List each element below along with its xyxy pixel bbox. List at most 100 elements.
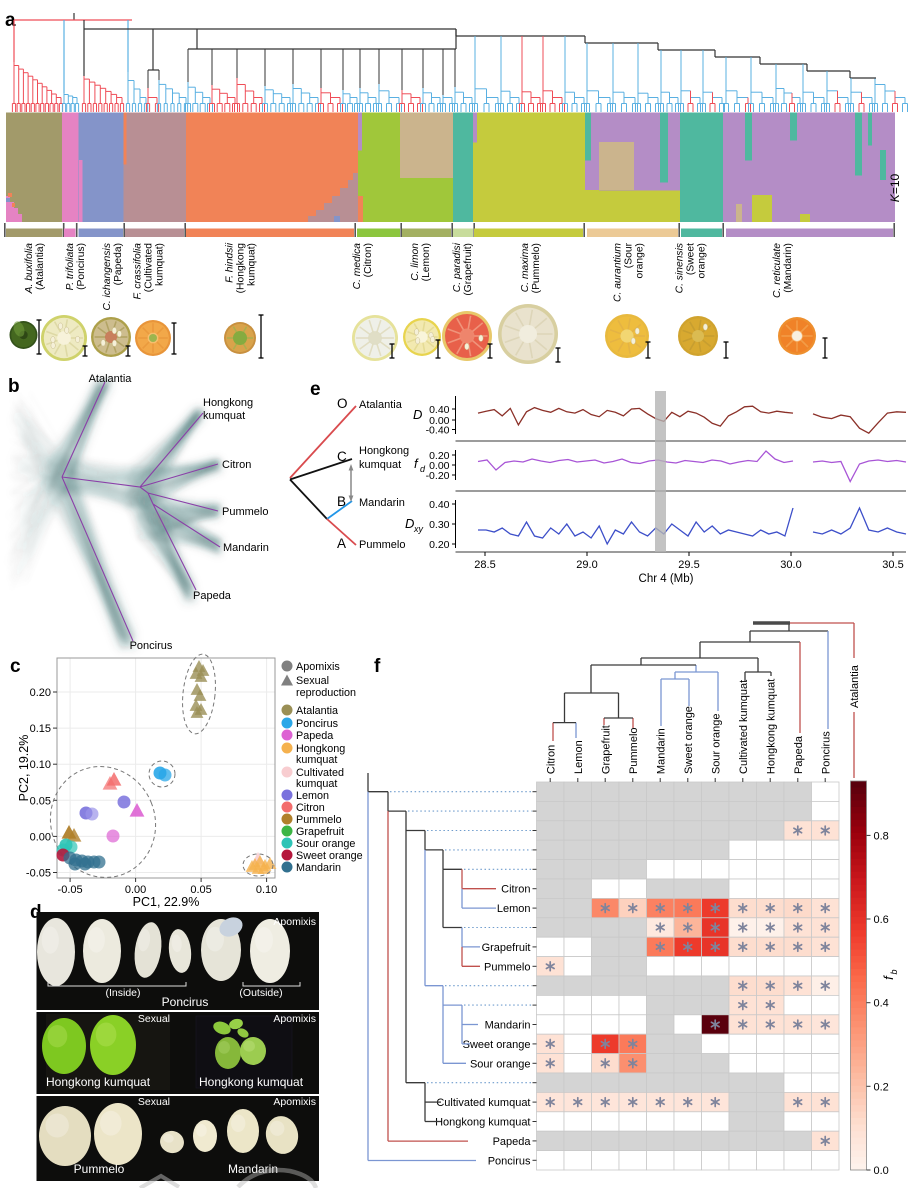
svg-text:f: f bbox=[414, 456, 419, 471]
svg-text:Mandarin: Mandarin bbox=[223, 542, 269, 554]
svg-text:Poncirus: Poncirus bbox=[296, 718, 339, 730]
svg-text:PC1, 22.9%: PC1, 22.9% bbox=[133, 895, 200, 909]
svg-text:0.10: 0.10 bbox=[30, 759, 51, 771]
svg-text:Atalantia: Atalantia bbox=[89, 373, 133, 385]
svg-text:Sour orange: Sour orange bbox=[470, 1058, 531, 1070]
svg-text:-0.05: -0.05 bbox=[26, 868, 51, 880]
svg-text:Atalantia: Atalantia bbox=[849, 664, 861, 708]
svg-text:Poncirus: Poncirus bbox=[130, 640, 173, 652]
svg-text:kumquat: kumquat bbox=[296, 754, 337, 766]
svg-text:0.00: 0.00 bbox=[30, 831, 51, 843]
svg-text:0.6: 0.6 bbox=[874, 914, 889, 926]
svg-text:0.05: 0.05 bbox=[30, 795, 51, 807]
svg-text:0.00: 0.00 bbox=[429, 460, 450, 472]
svg-text:Hongkong: Hongkong bbox=[296, 743, 345, 755]
svg-text:Hongkong kumquat: Hongkong kumquat bbox=[46, 1075, 151, 1089]
svg-text:F. hindsii: F. hindsii bbox=[225, 242, 236, 283]
svg-text:f: f bbox=[374, 656, 381, 677]
svg-text:0.15: 0.15 bbox=[30, 723, 51, 735]
svg-text:Atalantia: Atalantia bbox=[296, 705, 338, 717]
svg-text:(Papeda): (Papeda) bbox=[113, 243, 124, 285]
svg-text:Pummelo: Pummelo bbox=[484, 961, 530, 973]
svg-text:orange): orange) bbox=[635, 243, 646, 279]
svg-text:Papeda: Papeda bbox=[793, 735, 805, 774]
svg-text:D: D bbox=[413, 407, 422, 422]
svg-text:Papeda: Papeda bbox=[193, 590, 232, 602]
svg-text:Sweet orange: Sweet orange bbox=[463, 1039, 531, 1051]
svg-text:(Lemon): (Lemon) bbox=[421, 243, 432, 281]
svg-text:0.20: 0.20 bbox=[30, 687, 51, 699]
svg-text:C. reticulate: C. reticulate bbox=[772, 243, 783, 298]
svg-text:(Mandarin): (Mandarin) bbox=[783, 243, 794, 293]
svg-text:Citron: Citron bbox=[296, 802, 325, 814]
svg-text:30.5: 30.5 bbox=[882, 559, 903, 571]
svg-text:D: D bbox=[405, 516, 414, 531]
svg-text:Atalantia: Atalantia bbox=[359, 399, 403, 411]
svg-text:Hongkong kumquat: Hongkong kumquat bbox=[199, 1075, 304, 1089]
svg-text:0.40: 0.40 bbox=[429, 499, 450, 511]
svg-text:kumquat: kumquat bbox=[203, 410, 245, 422]
svg-text:C. paradisi: C. paradisi bbox=[452, 242, 463, 292]
svg-text:kumquat): kumquat) bbox=[155, 243, 166, 286]
svg-text:-0.20: -0.20 bbox=[426, 470, 450, 482]
svg-text:Grapefruit: Grapefruit bbox=[482, 942, 531, 954]
svg-text:Apomixis: Apomixis bbox=[273, 1013, 316, 1025]
svg-text:Sexual: Sexual bbox=[138, 1013, 170, 1025]
svg-text:kumquat: kumquat bbox=[359, 459, 401, 471]
svg-text:kumquat: kumquat bbox=[296, 778, 337, 790]
svg-text:xy: xy bbox=[413, 524, 424, 534]
svg-text:Citron: Citron bbox=[545, 745, 557, 774]
svg-text:Poncirus: Poncirus bbox=[162, 995, 209, 1009]
svg-text:d: d bbox=[420, 464, 426, 474]
svg-text:Sweet orange: Sweet orange bbox=[296, 850, 363, 862]
svg-text:e: e bbox=[310, 379, 321, 400]
svg-text:Mandarin: Mandarin bbox=[359, 497, 405, 509]
svg-text:0.2: 0.2 bbox=[874, 1081, 889, 1093]
svg-text:Hongkong kumquat: Hongkong kumquat bbox=[435, 1117, 530, 1129]
svg-text:Lemon: Lemon bbox=[573, 740, 585, 774]
svg-text:0.00: 0.00 bbox=[125, 884, 146, 896]
svg-text:0.00: 0.00 bbox=[429, 415, 450, 427]
svg-text:Pummelo: Pummelo bbox=[628, 727, 640, 773]
svg-text:Lemon: Lemon bbox=[296, 790, 329, 802]
svg-text:Mandarin: Mandarin bbox=[228, 1162, 278, 1176]
svg-text:Pummelo: Pummelo bbox=[296, 814, 342, 826]
svg-text:Papeda: Papeda bbox=[296, 730, 333, 742]
svg-text:Mandarin: Mandarin bbox=[655, 728, 667, 774]
svg-text:Pummelo: Pummelo bbox=[222, 506, 268, 518]
svg-text:29.5: 29.5 bbox=[678, 559, 699, 571]
svg-text:Hongkong: Hongkong bbox=[359, 445, 409, 457]
svg-text:b: b bbox=[889, 969, 899, 974]
svg-text:Sexual: Sexual bbox=[296, 675, 329, 687]
svg-text:C: C bbox=[337, 449, 347, 464]
svg-text:(Hongkong: (Hongkong bbox=[236, 243, 247, 294]
svg-text:Apomixis: Apomixis bbox=[273, 1096, 316, 1108]
svg-text:Lemon: Lemon bbox=[497, 903, 531, 915]
svg-text:30.0: 30.0 bbox=[780, 559, 801, 571]
svg-text:Citron: Citron bbox=[501, 884, 530, 896]
svg-text:Hongkong: Hongkong bbox=[203, 397, 253, 409]
svg-text:d: d bbox=[30, 902, 42, 923]
svg-text:c: c bbox=[10, 656, 21, 677]
svg-text:Chr 4 (Mb): Chr 4 (Mb) bbox=[639, 573, 694, 585]
svg-text:C. aurantium: C. aurantium bbox=[613, 243, 624, 302]
svg-text:K=10: K=10 bbox=[888, 173, 902, 202]
svg-text:reproduction: reproduction bbox=[296, 687, 356, 699]
svg-text:O: O bbox=[337, 396, 348, 411]
svg-text:Papeda: Papeda bbox=[493, 1136, 532, 1148]
svg-text:(Inside): (Inside) bbox=[105, 987, 140, 999]
svg-text:Grapefruit: Grapefruit bbox=[296, 826, 344, 838]
svg-text:A. buxifolia: A. buxifolia bbox=[24, 243, 35, 295]
svg-text:0.30: 0.30 bbox=[429, 519, 450, 531]
svg-text:Cultivated kumquat: Cultivated kumquat bbox=[738, 680, 750, 774]
svg-text:0.20: 0.20 bbox=[429, 450, 450, 462]
svg-text:Sweet orange: Sweet orange bbox=[683, 706, 695, 774]
svg-text:(Outside): (Outside) bbox=[239, 987, 282, 999]
svg-text:C. sinensis: C. sinensis bbox=[675, 243, 686, 293]
svg-text:Sour orange: Sour orange bbox=[296, 838, 355, 850]
svg-text:P. trifoliata: P. trifoliata bbox=[65, 243, 76, 291]
svg-text:(Poncirus): (Poncirus) bbox=[76, 243, 87, 290]
svg-text:Sour orange: Sour orange bbox=[710, 714, 722, 775]
svg-text:Cultivated: Cultivated bbox=[296, 767, 344, 779]
svg-text:(Grapefruit): (Grapefruit) bbox=[463, 243, 474, 296]
